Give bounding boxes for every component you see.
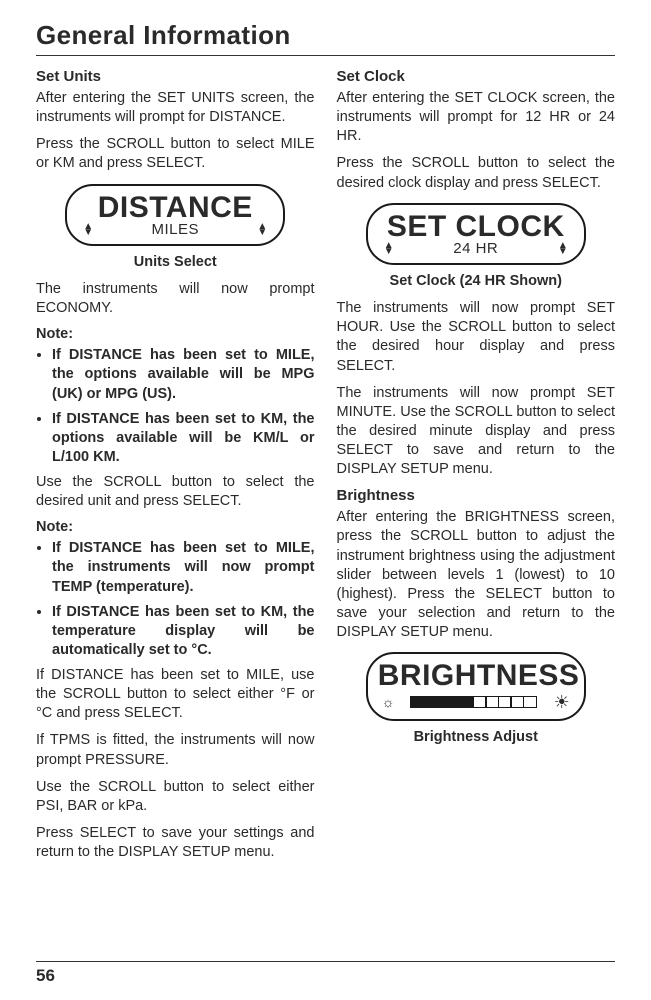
note-list: If DISTANCE has been set to MILE, the op…: [36, 346, 315, 467]
brightness-low-icon: ☼: [382, 694, 395, 710]
lcd-display-clock: SET CLOCK ▲▼ 24 HR ▲▼: [366, 203, 586, 266]
page-title: General Information: [36, 20, 615, 51]
heading-set-units: Set Units: [36, 68, 315, 85]
title-rule: [36, 55, 615, 56]
para: Press the SCROLL button to select MILE o…: [36, 135, 315, 173]
lcd-main-text: DISTANCE: [77, 192, 273, 224]
updown-icon: ▲▼: [558, 243, 568, 255]
updown-icon: ▲▼: [257, 224, 267, 236]
left-column: Set Units After entering the SET UNITS s…: [36, 68, 315, 870]
para: Use the SCROLL button to select either P…: [36, 778, 315, 816]
para: After entering the BRIGHTNESS screen, pr…: [337, 508, 616, 642]
page-number: 56: [36, 961, 615, 986]
para: After entering the SET UNITS screen, the…: [36, 89, 315, 127]
list-item: If DISTANCE has been set to KM, the temp…: [52, 603, 315, 660]
note-list: If DISTANCE has been set to MILE, the in…: [36, 539, 315, 660]
caption-set-clock: Set Clock (24 HR Shown): [337, 273, 616, 289]
para: If DISTANCE has been set to MILE, use th…: [36, 666, 315, 723]
caption-brightness-adjust: Brightness Adjust: [337, 729, 616, 745]
list-item: If DISTANCE has been set to KM, the opti…: [52, 410, 315, 467]
para: The instruments will now prompt ECONOMY.: [36, 280, 315, 318]
para: The instruments will now prompt SET HOUR…: [337, 299, 616, 376]
para: Press the SCROLL button to select the de…: [337, 154, 616, 192]
lcd-main-text: BRIGHTNESS: [378, 660, 574, 692]
brightness-bar: [412, 696, 537, 708]
brightness-high-icon: ☀: [554, 692, 570, 713]
lcd-main-text: SET CLOCK: [378, 211, 574, 243]
right-column: Set Clock After entering the SET CLOCK s…: [337, 68, 616, 870]
para: After entering the SET CLOCK screen, the…: [337, 89, 616, 146]
caption-units-select: Units Select: [36, 254, 315, 270]
list-item: If DISTANCE has been set to MILE, the in…: [52, 539, 315, 596]
note-label: Note:: [36, 519, 315, 535]
updown-icon: ▲▼: [83, 224, 93, 236]
lcd-display-distance: DISTANCE ▲▼ MILES ▲▼: [65, 184, 285, 247]
two-column-layout: Set Units After entering the SET UNITS s…: [36, 68, 615, 870]
heading-set-clock: Set Clock: [337, 68, 616, 85]
para: Use the SCROLL button to select the desi…: [36, 473, 315, 511]
lcd-sub-text: MILES: [151, 221, 199, 238]
para: Press SELECT to save your settings and r…: [36, 824, 315, 862]
para: The instruments will now prompt SET MINU…: [337, 384, 616, 480]
updown-icon: ▲▼: [384, 243, 394, 255]
brightness-segment: [523, 696, 537, 708]
lcd-sub-text: 24 HR: [453, 240, 498, 257]
para: If TPMS is fitted, the instruments will …: [36, 731, 315, 769]
note-label: Note:: [36, 326, 315, 342]
heading-brightness: Brightness: [337, 487, 616, 504]
lcd-display-brightness: BRIGHTNESS ☼ ☀: [366, 652, 586, 721]
list-item: If DISTANCE has been set to MILE, the op…: [52, 346, 315, 403]
